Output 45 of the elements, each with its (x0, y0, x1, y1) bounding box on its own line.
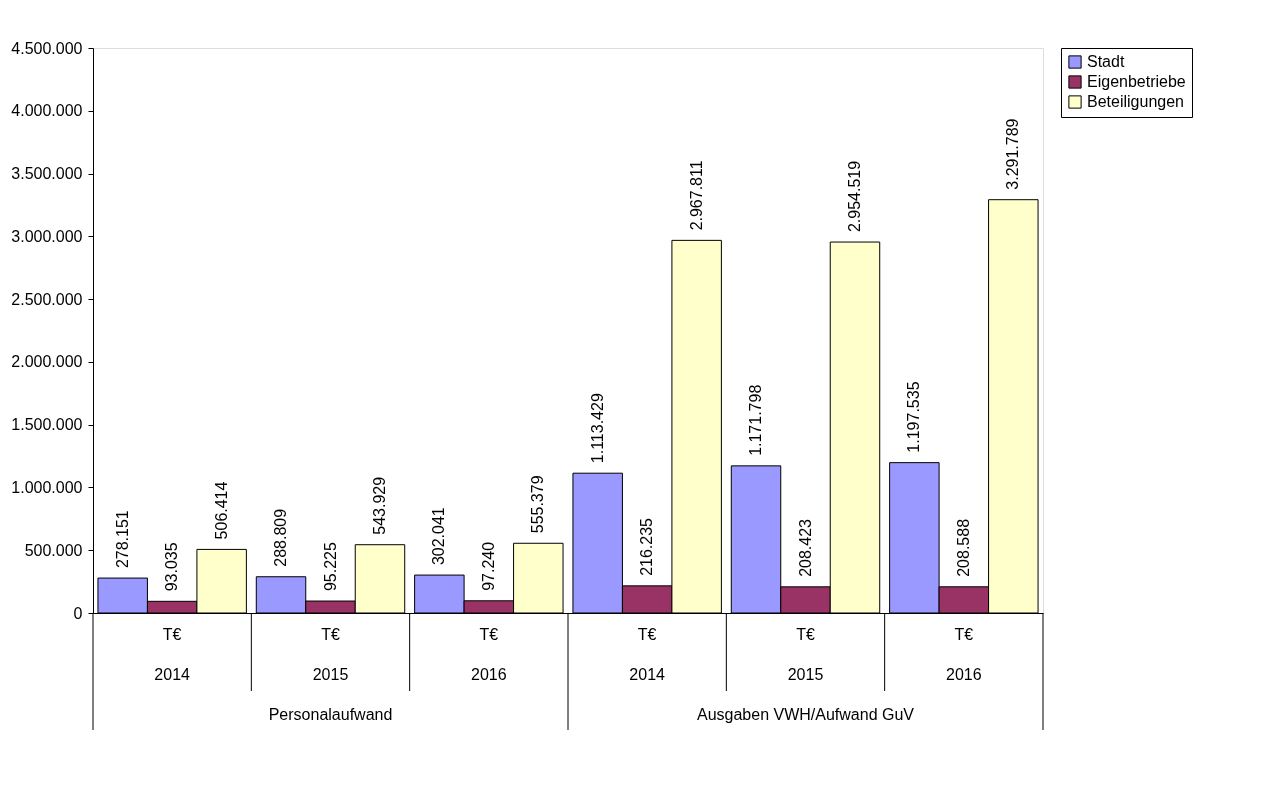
y-tick-label: 500.000 (24, 541, 83, 559)
data-label: 555.379 (529, 475, 547, 534)
text: Personalaufwand (268, 706, 393, 723)
text: T€ (796, 626, 815, 643)
text: T€ (479, 626, 499, 643)
text: T€ (321, 626, 340, 643)
data-label: 278.151 (113, 510, 131, 569)
text: T€ (162, 626, 182, 643)
data-label: 3.291.789 (1004, 118, 1022, 190)
data-label: 93.035 (163, 542, 181, 592)
y-tick-label: 2.000.000 (11, 353, 83, 371)
data-label: 1.197.535 (905, 381, 923, 453)
data-label: 216.235 (638, 517, 656, 576)
legend-label: Eigenbetriebe (1087, 73, 1186, 90)
y-tick-label: 4.000.000 (11, 102, 83, 120)
data-label: 302.041 (430, 507, 448, 566)
x-tick-label: 2015 (787, 666, 824, 683)
data-label: 2.967.811 (687, 160, 705, 231)
y-tick-label: 2.500.000 (11, 290, 83, 308)
data-label: 95.225 (321, 542, 339, 592)
y-tick-label: 1.000.000 (11, 478, 83, 496)
text: Ausgaben VWH/Aufwand GuV (696, 706, 915, 723)
data-label: 543.929 (370, 476, 388, 535)
x-tick-label: 2014 (629, 666, 666, 683)
x-tick-label: 2016 (471, 666, 507, 683)
data-label: 2.954.519 (845, 160, 863, 233)
y-tick-label: 3.500.000 (11, 165, 83, 183)
data-label: 288.809 (272, 508, 290, 567)
data-label: 1.113.429 (588, 393, 606, 464)
data-label: 97.240 (479, 541, 497, 591)
data-label: 1.171.798 (747, 384, 765, 456)
y-tick-label: 4.500.000 (11, 39, 83, 57)
y-tick-label: 1.500.000 (11, 416, 83, 434)
y-tick-label: 0 (73, 604, 83, 622)
text: T€ (637, 626, 657, 643)
x-tick-label: 2016 (946, 666, 982, 683)
legend-label: Beteiligungen (1087, 93, 1184, 110)
y-tick-label: 3.000.000 (11, 227, 83, 245)
x-tick-label: 2014 (154, 666, 191, 683)
data-label: 506.414 (212, 481, 230, 540)
data-label: 208.588 (954, 518, 972, 577)
data-label: 208.423 (796, 518, 814, 577)
x-tick-label: 2015 (312, 666, 349, 683)
legend-label: Stadt (1087, 53, 1125, 70)
text: T€ (954, 626, 974, 643)
